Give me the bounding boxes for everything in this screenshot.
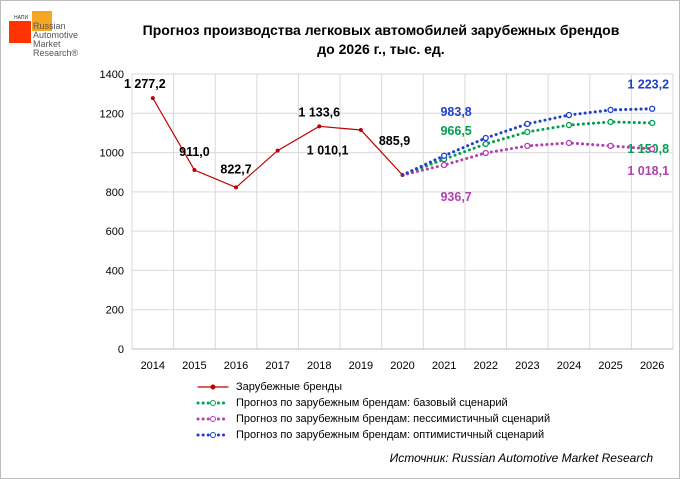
y-tick-label: 400 (106, 265, 124, 277)
data-point (440, 152, 448, 159)
title-line: Прогноз производства легковых автомобиле… (142, 22, 620, 38)
legend-swatch (197, 384, 229, 390)
x-tick-label: 2015 (182, 360, 206, 372)
data-point (649, 119, 656, 127)
data-point (482, 149, 489, 157)
data-label: 1 223,2 (627, 78, 669, 92)
data-point (234, 185, 239, 190)
data-point (565, 121, 573, 129)
data-point (649, 105, 656, 112)
source-note: Источник: Russian Automotive Market Rese… (389, 451, 653, 465)
data-point (524, 142, 531, 150)
x-tick-label: 2017 (265, 360, 289, 372)
x-tick-label: 2024 (557, 360, 581, 372)
legend-swatch (196, 416, 230, 422)
x-tick-label: 2020 (390, 360, 414, 372)
data-point (482, 134, 489, 142)
data-point (607, 106, 614, 114)
data-point (565, 139, 573, 147)
x-tick-label: 2025 (598, 360, 622, 372)
x-tick-label: 2019 (349, 360, 373, 372)
legend-swatch (196, 432, 230, 438)
svg-text:Market: Market (33, 39, 61, 49)
y-tick-label: 1200 (100, 108, 124, 120)
data-point (607, 142, 614, 150)
data-label: 1 277,2 (124, 77, 166, 91)
logo: НАПИ Russian Automotive Market Research® (9, 11, 79, 58)
legend: Зарубежные бренды Прогноз по зарубежным б… (196, 379, 550, 443)
y-tick-label: 0 (118, 344, 124, 356)
legend-item: Зарубежные бренды (196, 379, 550, 395)
data-label: 885,9 (379, 134, 410, 148)
y-tick-label: 1400 (100, 69, 124, 81)
data-point (150, 96, 155, 101)
legend-label: Прогноз по зарубежным брендам: базовый с… (236, 397, 508, 409)
data-point (524, 120, 531, 128)
data-point (607, 118, 614, 126)
legend-label: Прогноз по зарубежным брендам: пессимист… (236, 413, 551, 425)
svg-text:НАПИ: НАПИ (14, 15, 28, 21)
y-tick-label: 800 (106, 187, 124, 199)
data-label: 936,7 (440, 190, 471, 204)
data-label: 1 133,6 (298, 105, 340, 119)
legend-label: Прогноз по зарубежным брендам: оптимисти… (236, 429, 545, 441)
plot-area: 0 200 400 600 800 1000 1200 1400 2014 2015 2016 201… (100, 69, 674, 372)
data-point (275, 148, 280, 153)
data-point (649, 145, 656, 153)
data-label: 966,5 (440, 124, 471, 138)
svg-text:Research®: Research® (33, 48, 79, 58)
data-label: 983,8 (440, 105, 471, 119)
legend-label: Зарубежные бренды (236, 381, 342, 393)
svg-text:Russian: Russian (33, 21, 66, 31)
x-tick-label: 2023 (515, 360, 539, 372)
data-point (440, 161, 448, 169)
x-tick-label: 2022 (473, 360, 497, 372)
y-tick-label: 200 (106, 305, 124, 317)
legend-item: Прогноз по зарубежным брендам: базовый с… (196, 395, 550, 411)
x-tick-label: 2018 (307, 360, 331, 372)
data-point (482, 140, 489, 148)
data-label: 822,7 (220, 162, 251, 176)
data-point (565, 111, 573, 119)
data-point (192, 168, 197, 173)
legend-item: Прогноз по зарубежным брендам: пессимист… (196, 411, 550, 427)
legend-swatch (196, 400, 230, 406)
y-tick-label: 600 (106, 226, 124, 238)
series-line (152, 97, 404, 189)
data-point (317, 124, 322, 129)
svg-text:Automotive: Automotive (33, 30, 78, 40)
legend-item: Прогноз по зарубежным брендам: оптимисти… (196, 427, 550, 443)
data-label: 1 018,1 (627, 164, 669, 178)
data-label: 1 010,1 (307, 144, 349, 158)
data-point (358, 127, 363, 132)
data-point (524, 128, 531, 136)
x-tick-label: 2016 (224, 360, 248, 372)
title-line: до 2026 г., тыс. ед. (317, 41, 445, 57)
y-tick-label: 1000 (100, 148, 124, 160)
x-tick-label: 2026 (640, 360, 664, 372)
x-tick-label: 2021 (432, 360, 456, 372)
chart-title: Прогноз производства легковых автомобиле… (101, 21, 661, 59)
x-tick-label: 2014 (141, 360, 165, 372)
data-label: 911,0 (179, 145, 210, 159)
